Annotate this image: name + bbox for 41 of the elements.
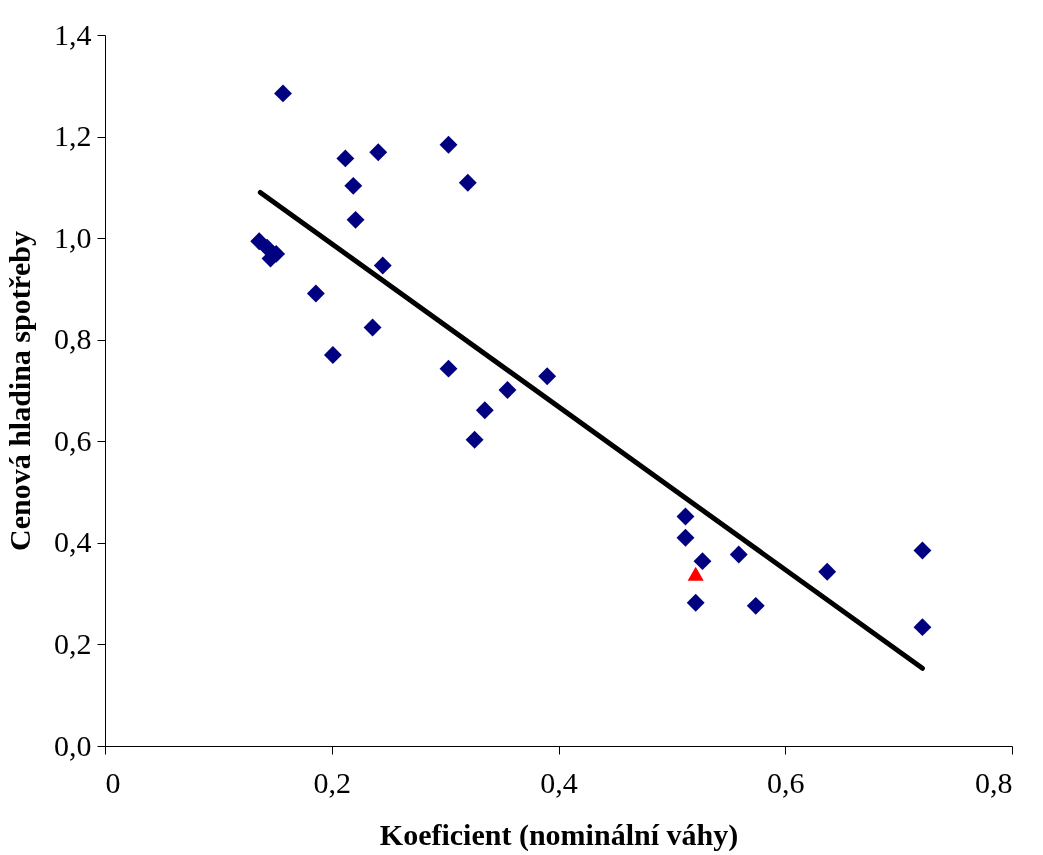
x-tick-label: 0,8 xyxy=(975,765,1013,799)
point xyxy=(538,367,557,386)
point xyxy=(336,149,355,168)
point xyxy=(369,143,388,162)
y-tick-label: 1,4 xyxy=(54,17,92,51)
y-tick-label: 1,0 xyxy=(54,220,92,254)
point xyxy=(687,566,704,581)
y-tick-label: 0,0 xyxy=(54,728,92,762)
point xyxy=(465,430,484,449)
point xyxy=(676,507,695,526)
x-tick-label: 0,2 xyxy=(313,765,351,799)
point xyxy=(818,562,837,581)
point xyxy=(729,545,748,564)
point xyxy=(913,541,932,560)
point xyxy=(458,173,477,192)
x-tick-label: 0,4 xyxy=(540,765,578,799)
y-tick-label: 0,2 xyxy=(54,626,92,660)
x-tick-label: 0,6 xyxy=(767,765,805,799)
point xyxy=(686,593,705,612)
point xyxy=(693,552,712,571)
point xyxy=(746,596,765,615)
point xyxy=(676,528,695,547)
y-tick-label: 1,2 xyxy=(54,119,92,153)
point xyxy=(344,176,363,195)
point xyxy=(439,359,458,378)
y-tick-label: 0,8 xyxy=(54,322,92,356)
point xyxy=(475,401,494,420)
point xyxy=(439,135,458,154)
point xyxy=(274,84,292,103)
point xyxy=(346,210,365,229)
y-tick-label: 0,6 xyxy=(54,423,92,457)
y-axis-title: Cenová hladina spotřeby xyxy=(3,230,36,552)
point xyxy=(498,381,517,399)
x-tick-label: 0 xyxy=(105,765,121,799)
point xyxy=(913,618,932,637)
y-tick-label: 0,4 xyxy=(54,525,92,559)
point xyxy=(373,256,392,275)
x-axis-title: Koeficient (nominální váhy) xyxy=(379,817,739,852)
point xyxy=(363,318,382,337)
point xyxy=(323,346,342,364)
point xyxy=(306,284,325,303)
